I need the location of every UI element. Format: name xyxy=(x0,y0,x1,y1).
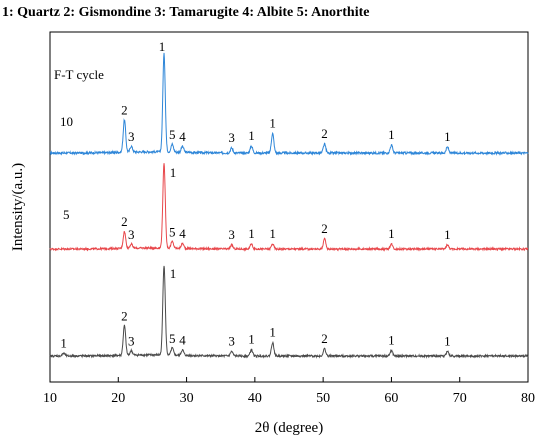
series-name-group: 10 5 xyxy=(60,114,73,222)
peak-label: 4 xyxy=(179,129,186,144)
x-tick-label: 60 xyxy=(384,391,398,406)
peak-label: 1 xyxy=(60,335,67,350)
peak-label: 1 xyxy=(388,127,395,142)
peak-label: 3 xyxy=(228,227,235,242)
peak-label: 1 xyxy=(269,325,276,340)
peak-label: 3 xyxy=(228,130,235,145)
x-tick-label: 10 xyxy=(43,391,57,406)
peak-label: 5 xyxy=(169,331,176,346)
peak-label: 1 xyxy=(248,332,255,347)
peak-label: 1 xyxy=(159,39,166,54)
peak-label: 3 xyxy=(228,334,235,349)
peak-label: 1 xyxy=(269,226,276,241)
peak-label: 1 xyxy=(248,226,255,241)
x-tick-label: 40 xyxy=(248,391,262,406)
y-axis-label: Intensity/(a.u.) xyxy=(10,163,26,251)
x-tick-label: 20 xyxy=(111,391,125,406)
peak-label: 2 xyxy=(121,214,128,229)
peak-label: 3 xyxy=(128,334,135,349)
peak-label: 1 xyxy=(269,115,276,130)
peak-label: 1 xyxy=(388,226,395,241)
series-group xyxy=(49,52,529,359)
x-axis: 10 20 30 40 50 60 70 80 xyxy=(43,377,535,406)
series-line-1 xyxy=(49,265,529,359)
chart-title: 1: Quartz 2: Gismondine 3: Tamarugite 4:… xyxy=(2,5,370,20)
series-name-10: 10 xyxy=(60,114,73,129)
series-name-5: 5 xyxy=(63,207,70,222)
peak-label: 2 xyxy=(121,308,128,323)
peak-label: 5 xyxy=(169,127,176,142)
x-axis-label: 2θ (degree) xyxy=(255,420,323,436)
series-line-10 xyxy=(49,52,529,156)
peak-label: 1 xyxy=(170,165,177,180)
series-line-5 xyxy=(49,163,529,252)
annotation-ft-cycle: F-T cycle xyxy=(54,67,104,82)
plot-frame xyxy=(49,31,529,383)
peak-label: 2 xyxy=(321,221,328,236)
peak-label: 5 xyxy=(169,224,176,239)
peak-label: 2 xyxy=(121,103,128,118)
peak-label: 4 xyxy=(179,226,186,241)
peak-label: 1 xyxy=(248,128,255,143)
x-tick-label: 80 xyxy=(521,391,535,406)
peak-label: 3 xyxy=(128,227,135,242)
x-tick-label: 30 xyxy=(180,391,194,406)
peak-label: 4 xyxy=(179,333,186,348)
peak-label: 2 xyxy=(321,126,328,141)
peak-label: 1 xyxy=(444,227,451,242)
peak-label: 1 xyxy=(444,129,451,144)
peak-label: 1 xyxy=(444,334,451,349)
x-tick-label: 50 xyxy=(316,391,330,406)
peak-label: 3 xyxy=(128,129,135,144)
x-tick-label: 70 xyxy=(453,391,467,406)
peak-label: 1 xyxy=(388,333,395,348)
peak-label: 2 xyxy=(321,331,328,346)
peak-label: 1 xyxy=(170,266,177,281)
